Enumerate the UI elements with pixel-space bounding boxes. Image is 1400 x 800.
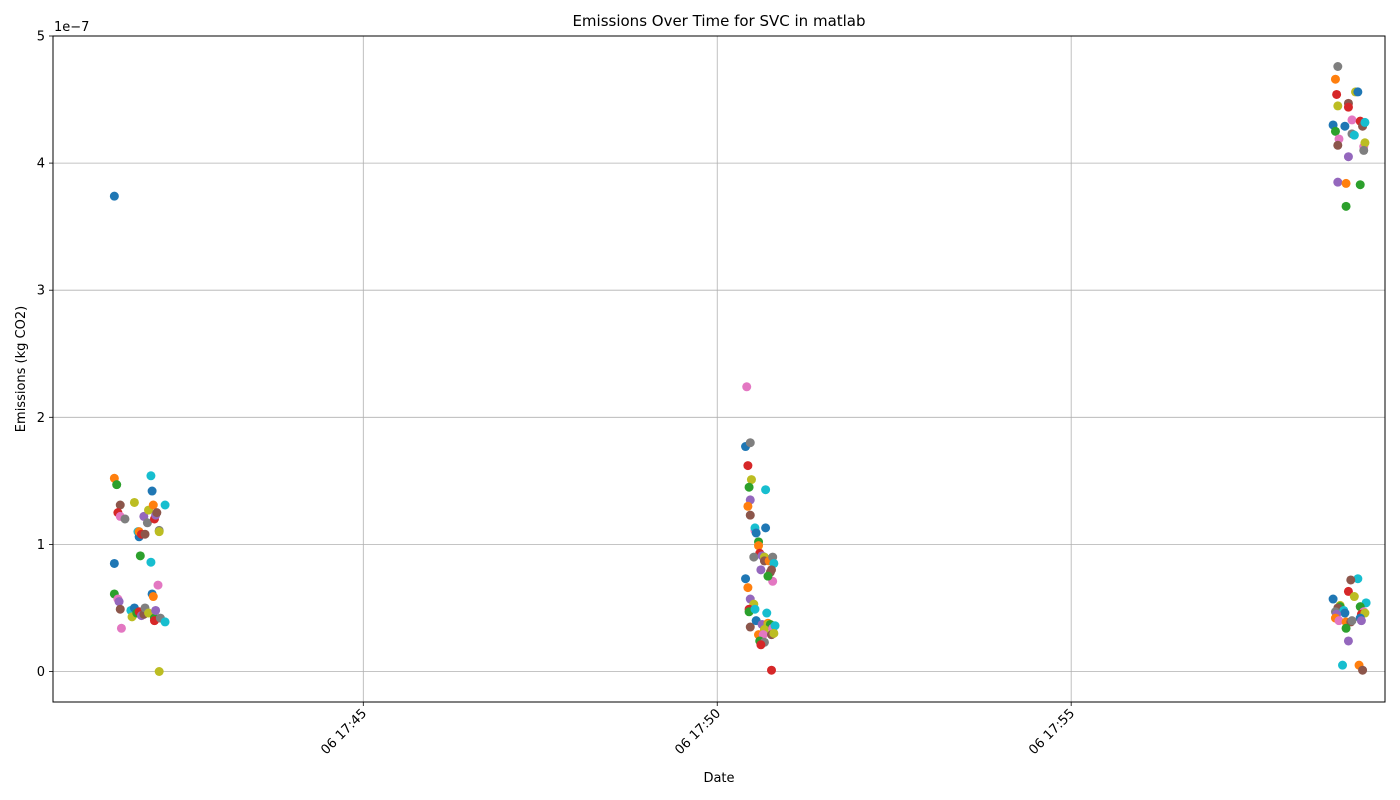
data-point xyxy=(761,485,771,495)
data-point xyxy=(1333,101,1343,111)
data-point xyxy=(1353,574,1363,584)
data-point xyxy=(148,592,158,602)
data-point xyxy=(750,604,760,614)
data-point xyxy=(148,500,158,510)
data-point xyxy=(1328,594,1338,604)
data-point xyxy=(1349,592,1359,602)
data-point xyxy=(144,608,154,618)
data-point xyxy=(745,510,755,520)
data-point xyxy=(146,471,156,481)
data-point xyxy=(129,497,139,507)
data-point xyxy=(1347,115,1357,125)
y-tick-label: 3 xyxy=(37,284,45,299)
data-point xyxy=(1356,616,1366,626)
data-point xyxy=(1330,74,1340,84)
data-point xyxy=(1343,102,1353,112)
data-point xyxy=(769,628,779,638)
data-point xyxy=(1334,616,1344,626)
y-tick-label: 1 xyxy=(37,538,45,553)
data-point xyxy=(114,597,124,607)
data-point xyxy=(1343,636,1353,646)
data-point xyxy=(147,486,157,496)
data-point xyxy=(745,622,755,632)
data-point xyxy=(151,605,161,615)
data-point xyxy=(1340,608,1350,618)
data-point xyxy=(1341,178,1351,188)
data-point xyxy=(160,500,170,510)
data-point xyxy=(116,623,126,633)
data-point xyxy=(1353,87,1363,97)
data-point xyxy=(115,604,125,614)
data-point xyxy=(1343,152,1353,162)
data-point xyxy=(120,514,130,524)
data-point xyxy=(153,580,163,590)
y-axis-scale-factor: 1e−7 xyxy=(54,20,89,35)
data-point xyxy=(135,551,145,561)
data-point xyxy=(154,666,164,676)
data-point xyxy=(1341,201,1351,211)
data-point xyxy=(762,608,772,618)
data-point xyxy=(1338,660,1348,670)
data-point xyxy=(1333,62,1343,72)
data-point xyxy=(1360,117,1370,127)
data-point xyxy=(1343,586,1353,596)
data-point xyxy=(1355,180,1365,190)
data-point xyxy=(751,528,761,538)
data-point xyxy=(743,501,753,511)
plot-frame xyxy=(52,35,1386,703)
data-point xyxy=(115,500,125,510)
data-point xyxy=(142,518,152,528)
data-point xyxy=(160,617,170,627)
data-point xyxy=(1349,130,1359,140)
data-point xyxy=(767,665,777,675)
data-point xyxy=(1347,616,1357,626)
data-point xyxy=(112,480,122,490)
data-point xyxy=(1359,145,1369,155)
data-point xyxy=(749,552,759,562)
data-point xyxy=(744,482,754,492)
data-point xyxy=(146,557,156,567)
data-point xyxy=(1332,89,1342,99)
data-point xyxy=(746,475,756,485)
data-point xyxy=(1340,121,1350,131)
data-point xyxy=(1333,177,1343,187)
data-point xyxy=(754,541,764,551)
data-point xyxy=(743,461,753,471)
data-point xyxy=(109,191,119,201)
y-tick-label: 2 xyxy=(37,411,45,426)
data-point xyxy=(154,527,164,537)
data-point xyxy=(1360,138,1370,148)
data-points xyxy=(109,62,1371,676)
data-point xyxy=(761,523,771,533)
data-point xyxy=(1333,140,1343,150)
data-point xyxy=(745,438,755,448)
y-tick-label: 0 xyxy=(37,665,45,680)
data-point xyxy=(756,640,766,650)
data-point xyxy=(1330,126,1340,136)
data-point xyxy=(109,558,119,568)
data-point xyxy=(741,574,751,584)
data-point xyxy=(1341,623,1351,633)
chart-title: Emissions Over Time for SVC in matlab xyxy=(572,12,865,30)
data-point xyxy=(1358,665,1368,675)
y-axis-ticks: 0 1 2 3 4 5 xyxy=(37,30,53,680)
data-point xyxy=(743,583,753,593)
data-point xyxy=(1346,575,1356,585)
x-axis-label: Date xyxy=(703,771,734,786)
data-point xyxy=(152,508,162,518)
data-point xyxy=(742,382,752,392)
data-point xyxy=(756,565,766,575)
y-tick-label: 4 xyxy=(37,157,45,172)
data-point xyxy=(140,529,150,539)
y-axis-label: Emissions (kg CO2) xyxy=(14,306,29,432)
data-point xyxy=(763,571,773,581)
data-point xyxy=(770,621,780,631)
y-tick-label: 5 xyxy=(37,30,45,45)
